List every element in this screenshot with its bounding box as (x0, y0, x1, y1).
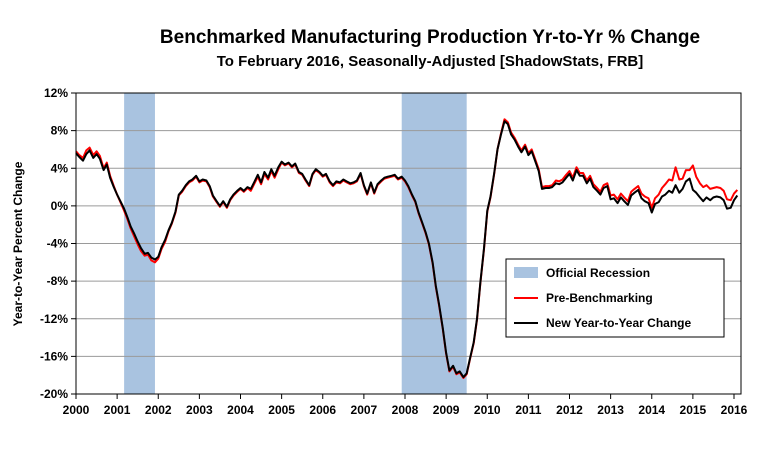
series-line-new-year-to-year-change (75, 120, 739, 379)
y-tick-label: 0% (51, 199, 69, 213)
x-tick-label: 2013 (597, 403, 624, 417)
x-tick-label: 2004 (227, 403, 254, 417)
y-tick-label: 12% (44, 86, 68, 100)
y-tick-label: -4% (47, 237, 69, 251)
legend-label: New Year-to-Year Change (546, 316, 691, 330)
y-axis-ticks: 12% 8% 4% 0% -4% -8% -12% -16% -20% (40, 86, 76, 401)
x-tick-label: 2000 (63, 403, 90, 417)
y-axis-label: Year-to-Year Percent Change (11, 161, 25, 326)
y-tick-label: 8% (51, 124, 69, 138)
legend-box (505, 258, 725, 338)
x-axis-ticks: 2000 2001 2002 2003 2004 2005 2006 2007 2008 2009… (63, 394, 748, 417)
y-tick-label: 4% (51, 161, 69, 175)
legend: Official Recession Pre-Benchmarking New Ye… (505, 258, 725, 338)
x-tick-label: 2001 (104, 403, 131, 417)
x-tick-label: 2005 (268, 403, 295, 417)
x-tick-label: 2014 (638, 403, 665, 417)
legend-swatch-recession (514, 267, 538, 278)
y-tick-label: -8% (47, 274, 69, 288)
chart-title: Benchmarked Manufacturing Production Yr-… (160, 27, 700, 48)
x-tick-label: 2012 (556, 403, 583, 417)
x-tick-label: 2007 (351, 403, 378, 417)
x-tick-label: 2002 (145, 403, 172, 417)
x-tick-label: 2011 (515, 403, 541, 417)
legend-label: Official Recession (546, 266, 650, 280)
y-tick-label: -20% (40, 387, 68, 401)
x-tick-label: 2015 (680, 403, 707, 417)
y-tick-label: -16% (40, 349, 68, 363)
x-tick-label: 2008 (392, 403, 419, 417)
chart-subtitle: To February 2016, Seasonally-Adjusted [S… (217, 53, 643, 70)
x-tick-label: 2010 (474, 403, 501, 417)
x-tick-label: 2006 (309, 403, 336, 417)
x-tick-label: 2003 (186, 403, 213, 417)
x-tick-label: 2009 (433, 403, 460, 417)
series-lines (75, 118, 739, 379)
y-tick-label: -12% (40, 312, 68, 326)
x-tick-label: 2016 (721, 403, 748, 417)
legend-label: Pre-Benchmarking (546, 291, 653, 305)
